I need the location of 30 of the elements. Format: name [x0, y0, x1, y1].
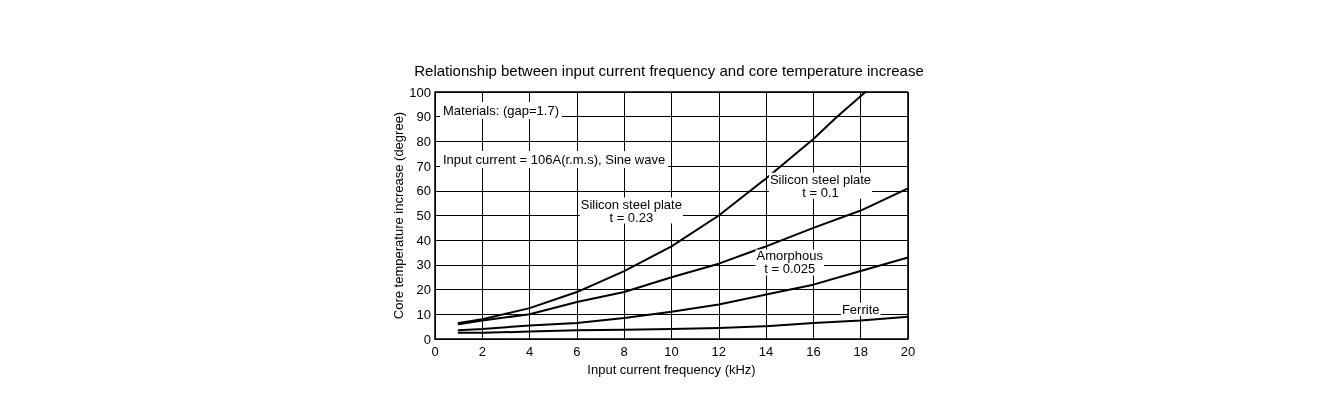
series-label: Silicon steel plate t = 0.23: [580, 196, 682, 225]
x-tick-label: 2: [478, 344, 486, 359]
annotation: Input current = 106A(r.m.s), Sine wave: [443, 152, 666, 167]
y-tick-label: 60: [416, 183, 431, 199]
x-tick-label: 18: [853, 344, 868, 359]
x-tick-label: 16: [806, 344, 821, 359]
x-tick-label: 6: [573, 344, 581, 359]
x-tick-label: 20: [900, 344, 916, 359]
x-tick-label: 10: [664, 344, 679, 359]
y-tick-label: 90: [416, 109, 431, 125]
series-label: Ferrite: [841, 301, 880, 317]
annotation: Materials: (gap=1.7): [443, 103, 559, 118]
y-tick-label: 40: [416, 232, 431, 248]
y-tick-label: 30: [416, 257, 431, 273]
x-axis-title: Input current frequency (kHz): [587, 362, 756, 377]
x-tick-label: 12: [711, 344, 727, 359]
y-tick-label: 100: [409, 84, 431, 100]
y-tick-label: 20: [416, 282, 431, 298]
y-axis-title: Core temperature increase (degree): [391, 111, 407, 320]
y-tick-label: 10: [416, 306, 431, 322]
y-tick-label: 80: [416, 133, 431, 149]
chart-title: Relationship between input current frequency and core temperature increase: [414, 62, 924, 79]
y-tick-label: 50: [416, 208, 431, 223]
x-tick-label: 4: [525, 344, 534, 359]
y-tick-label: 70: [416, 158, 431, 174]
x-tick-label: 8: [620, 344, 628, 359]
y-tick-label: 0: [423, 331, 431, 347]
series-label: Amorphous t = 0.025: [756, 248, 824, 277]
x-tick-label: 14: [758, 344, 774, 359]
series-label: Silicon steel plate t = 0.1: [769, 171, 872, 200]
